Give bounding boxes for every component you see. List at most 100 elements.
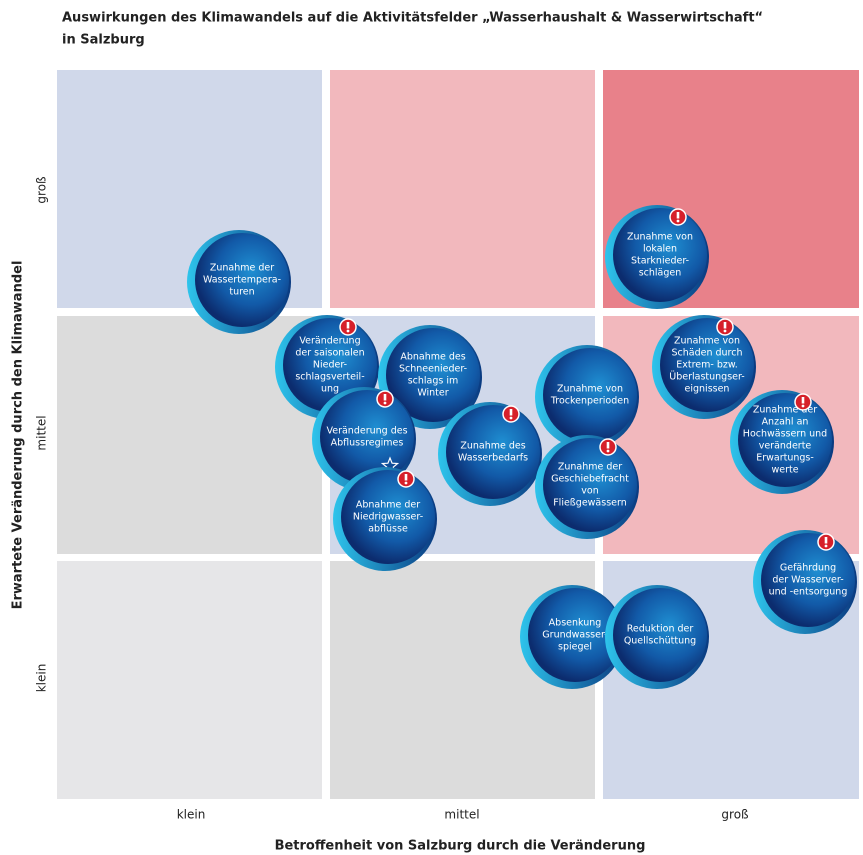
alert-icon-bar: [383, 394, 387, 401]
alert-icon-bar: [606, 442, 610, 449]
bubble-label: und -entsorgung: [769, 587, 848, 598]
alert-icon-dot: [606, 449, 610, 453]
y-axis-label: klein: [35, 664, 49, 693]
alert-icon-bar: [723, 322, 727, 329]
x-axis-label: groß: [721, 808, 749, 822]
bubble-label: Extrem- bzw.: [676, 360, 738, 371]
bubble-body: [543, 348, 637, 442]
bubble-label: Anzahl an: [762, 417, 809, 428]
bubble-label: Grundwasser-: [542, 630, 607, 641]
bubble-label: Trockenperioden: [550, 396, 629, 407]
bubble-label: Hochwässern und: [743, 429, 827, 440]
alert-icon-dot: [723, 329, 727, 333]
bubble: Zunahme derGeschiebefrachtvonFließgewäss…: [535, 435, 639, 539]
bubble-label: schlägen: [639, 268, 682, 279]
bubble-body: [195, 233, 289, 327]
bubble-label: schlags im: [408, 376, 459, 387]
bubble-label: Nieder-: [313, 360, 347, 371]
bubble-body: [761, 533, 855, 627]
alert-icon-dot: [676, 219, 680, 223]
alert-icon-bar: [824, 537, 828, 544]
y-axis-label: groß: [35, 176, 49, 204]
bubble-body: [528, 588, 622, 682]
bubble-label: Winter: [417, 388, 448, 399]
bubble-label: Erwartungs-: [756, 453, 814, 464]
alert-icon-dot: [509, 416, 513, 420]
bubble-label: Zunahme der: [753, 405, 817, 416]
bubble-label: Wassertempera-: [203, 275, 281, 286]
bubble-label: Zunahme von: [627, 232, 693, 243]
bubble-label: Zunahme von: [557, 384, 623, 395]
alert-icon-dot: [404, 481, 408, 485]
y-axis-label: mittel: [35, 415, 49, 450]
alert-icon-bar: [801, 397, 805, 404]
bubble-label: veränderte: [759, 441, 812, 452]
bubble-label: Zunahme der: [558, 462, 622, 473]
bubble-label: der saisonalen: [295, 348, 364, 359]
bubble-label: Abnahme der: [356, 500, 420, 511]
bubble-label: Überlastungser-: [669, 372, 744, 383]
bubble-label: Fließgewässern: [553, 498, 627, 509]
title: in Salzburg: [62, 33, 145, 48]
bubble-label: eignissen: [685, 384, 730, 395]
bubble-label: Wasserbedarfs: [458, 453, 528, 464]
alert-icon-bar: [404, 474, 408, 481]
bubble-label: abflüsse: [368, 524, 408, 535]
bubble-label: von: [581, 486, 598, 497]
bubble-label: turen: [229, 287, 254, 298]
bubble-label: Reduktion der: [627, 624, 694, 635]
bubble-body: [613, 588, 707, 682]
bubble-label: Geschiebefracht: [551, 474, 629, 485]
bubble-body: [660, 318, 754, 412]
alert-icon-dot: [383, 401, 387, 405]
matrix-cell: [57, 561, 322, 799]
bubble-label: Abnahme des: [400, 352, 465, 363]
bubble-body: [341, 470, 435, 564]
bubble-label: Schneenieder-: [399, 364, 467, 375]
bubble-label: spiegel: [558, 642, 592, 653]
alert-icon-dot: [801, 404, 805, 408]
alert-icon-bar: [346, 322, 350, 329]
title: Auswirkungen des Klimawandels auf die Ak…: [62, 11, 763, 26]
alert-icon-bar: [509, 409, 513, 416]
x-axis-title: Betroffenheit von Salzburg durch die Ver…: [275, 839, 646, 854]
alert-icon-bar: [676, 212, 680, 219]
bubble-label: Veränderung: [299, 336, 360, 347]
bubble-label: Niedrigwasser-: [353, 512, 423, 523]
x-axis-label: klein: [177, 808, 206, 822]
alert-icon-dot: [346, 329, 350, 333]
bubble-label: ung: [321, 384, 339, 395]
bubble-body: [738, 393, 832, 487]
matrix-cell: [330, 70, 595, 308]
bubble-body: [613, 208, 707, 302]
alert-icon-dot: [824, 544, 828, 548]
bubble-label: Starknieder-: [631, 256, 689, 267]
bubble-label: Gefährdung: [780, 563, 836, 574]
bubble-label: lokalen: [643, 244, 677, 255]
bubble-label: Zunahme der: [210, 263, 274, 274]
bubble-body: [543, 438, 637, 532]
y-axis-title: Erwartete Veränderung durch den Klimawan…: [11, 261, 26, 610]
bubble-label: werte: [771, 465, 798, 476]
bubble-label: Absenkung: [549, 618, 602, 629]
bubble-label: Abflussregimes: [331, 438, 404, 449]
bubble-label: der Wasserver-: [772, 575, 843, 586]
bubble-label: Zunahme des: [460, 441, 525, 452]
bubble-body: [446, 405, 540, 499]
bubble-label: Zunahme von: [674, 336, 740, 347]
bubble-label: Quellschüttung: [624, 636, 696, 647]
x-axis-label: mittel: [444, 808, 479, 822]
bubble-label: Schäden durch: [671, 348, 742, 359]
